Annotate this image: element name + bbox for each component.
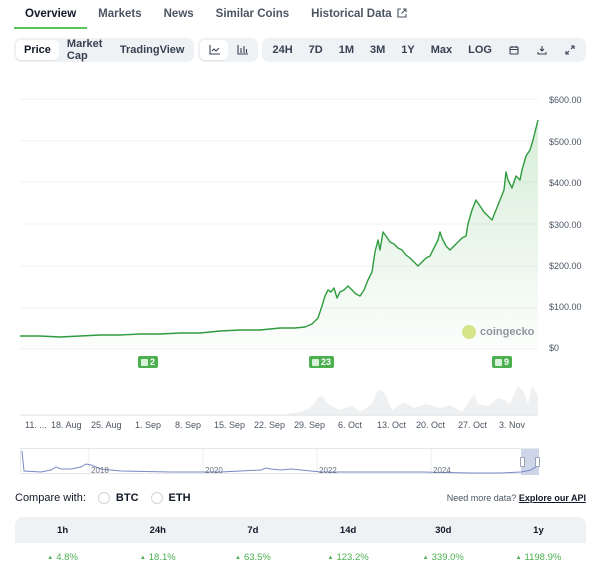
header-1y: 1y — [533, 524, 544, 536]
range-group: 24H 7D 1M 3M 1Y Max LOG — [262, 38, 586, 62]
price-change-table: 1h 24h 7d 14d 30d 1y 4.8% 18.1% 63.5% 12… — [15, 517, 586, 572]
header-1h: 1h — [57, 524, 69, 536]
range-7d-button[interactable]: 7D — [308, 44, 323, 56]
chart-toolbar: Price Market Cap TradingView 24H 7D 1M 3… — [14, 38, 586, 62]
navigator-label: 2018 — [91, 466, 109, 475]
news-flag[interactable]: 9 — [492, 356, 513, 368]
y-tick-300: $300.00 — [549, 220, 582, 230]
x-tick: 3. Nov — [499, 420, 526, 430]
change-1h: 4.8% — [15, 552, 110, 563]
line-chart-button[interactable] — [200, 40, 229, 60]
table-row: 4.8% 18.1% 63.5% 123.2% 339.0% 1198.9% — [15, 543, 586, 572]
navigator-series — [21, 449, 540, 475]
x-tick: 18. Aug — [51, 420, 82, 430]
header-7d: 7d — [247, 524, 259, 536]
news-flag[interactable]: 23 — [309, 356, 335, 368]
line-chart-icon — [209, 45, 220, 55]
tab-historical-data[interactable]: Historical Data — [300, 0, 418, 29]
fullscreen-button[interactable] — [556, 40, 584, 60]
range-24h-button[interactable]: 24H — [272, 44, 293, 56]
header-14d: 14d — [339, 524, 357, 536]
log-scale-button[interactable]: LOG — [468, 44, 492, 56]
header-30d: 30d — [435, 524, 452, 536]
header-24h: 24h — [149, 524, 166, 536]
download-button[interactable] — [528, 40, 556, 60]
price-tab-button[interactable]: Price — [16, 40, 59, 60]
coingecko-watermark: coingecko — [462, 325, 534, 339]
table-header-row: 1h 24h 7d 14d 30d 1y — [15, 517, 586, 543]
tab-markets[interactable]: Markets — [98, 8, 142, 20]
range-max-button[interactable]: Max — [430, 44, 453, 56]
x-tick: 6. Oct — [338, 420, 363, 430]
tradingview-tab-button[interactable]: TradingView — [119, 44, 185, 56]
btc-checkbox[interactable] — [97, 492, 110, 504]
x-tick: 13. Oct — [377, 420, 407, 430]
price-line — [20, 119, 539, 338]
fullscreen-icon — [565, 45, 575, 55]
compare-with: Compare with: BTC ETH — [15, 492, 191, 504]
change-30d: 339.0% — [396, 552, 491, 563]
change-14d: 123.2% — [301, 552, 396, 563]
y-tick-0: $0 — [549, 343, 560, 353]
api-prompt: Need more data? Explore our API — [446, 493, 586, 503]
y-tick-600: $600.00 — [549, 95, 582, 105]
range-1y-button[interactable]: 1Y — [401, 44, 415, 56]
news-icon — [495, 358, 502, 366]
change-24h: 18.1% — [110, 552, 205, 563]
y-tick-100: $100.00 — [549, 302, 582, 312]
x-tick: 8. Sep — [175, 420, 202, 430]
news-flag[interactable]: 2 — [138, 356, 159, 368]
tab-news[interactable]: News — [163, 8, 194, 20]
navigator-label: 2022 — [319, 466, 337, 475]
y-tick-200: $200.00 — [549, 261, 582, 271]
chart-type-group: Price Market Cap TradingView — [14, 38, 195, 62]
x-tick: 11. ... — [25, 420, 47, 430]
navigator-selection[interactable] — [521, 449, 539, 475]
x-tick: 1. Sep — [135, 420, 162, 430]
navigator-label: 2020 — [205, 466, 223, 475]
candlestick-chart-button[interactable] — [228, 40, 256, 60]
btc-label[interactable]: BTC — [115, 492, 139, 504]
range-navigator[interactable]: 2018 2020 2022 2024 — [20, 448, 540, 475]
news-icon — [312, 358, 319, 366]
volume-area — [20, 386, 538, 416]
change-1y: 1198.9% — [491, 552, 586, 563]
eth-label[interactable]: ETH — [168, 492, 191, 504]
navigator-handle-right[interactable] — [535, 457, 540, 467]
view-type-group — [198, 38, 259, 62]
price-chart[interactable] — [0, 80, 600, 440]
x-tick: 25. Aug — [91, 420, 122, 430]
x-tick: 15. Sep — [214, 420, 246, 430]
x-tick: 20. Oct — [416, 420, 446, 430]
calendar-button[interactable] — [500, 40, 528, 60]
navigator-label: 2024 — [433, 466, 451, 475]
market-cap-tab-button[interactable]: Market Cap — [66, 38, 103, 62]
download-icon — [537, 46, 547, 55]
news-icon — [141, 358, 148, 366]
change-7d: 63.5% — [205, 552, 300, 563]
y-tick-400: $400.00 — [549, 178, 582, 188]
tab-similar-coins[interactable]: Similar Coins — [215, 8, 290, 20]
price-area-fill — [20, 120, 538, 349]
tab-overview[interactable]: Overview — [14, 0, 88, 29]
x-tick: 27. Oct — [458, 420, 488, 430]
range-1m-button[interactable]: 1M — [338, 44, 354, 56]
candlestick-chart-icon — [237, 45, 248, 55]
explore-api-link[interactable]: Explore our API — [518, 493, 586, 503]
calendar-icon — [509, 46, 519, 55]
tab-bar: Overview Markets News Similar Coins Hist… — [14, 0, 418, 29]
x-tick: 22. Sep — [254, 420, 286, 430]
y-tick-500: $500.00 — [549, 137, 582, 147]
eth-checkbox[interactable] — [150, 492, 163, 504]
navigator-handle-left[interactable] — [520, 457, 525, 467]
external-link-icon — [397, 8, 407, 18]
range-3m-button[interactable]: 3M — [370, 44, 386, 56]
coingecko-logo-icon — [462, 325, 476, 339]
x-tick: 29. Sep — [294, 420, 326, 430]
